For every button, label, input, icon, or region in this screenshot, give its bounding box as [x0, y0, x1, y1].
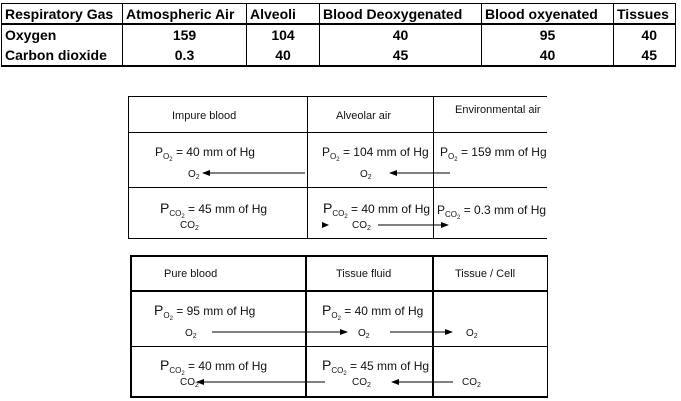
value-cell: 159	[122, 24, 247, 45]
o2-label: O2	[188, 169, 200, 181]
co2-label: CO2	[180, 220, 199, 232]
co2-arrow-tip	[322, 222, 329, 228]
alveolar-air-header: Alveolar air	[336, 110, 392, 122]
gas-name-cell: Oxygen	[1, 24, 123, 45]
value-cell: 40	[246, 45, 320, 67]
value-cell: 104	[246, 24, 320, 45]
co2-label: CO2	[352, 220, 371, 232]
impure-blood-header: Impure blood	[172, 110, 237, 122]
column-header: Blood Deoxygenated	[319, 3, 482, 25]
value-cell: 95	[481, 24, 614, 45]
pure-blood-po2: PO2 = 95 mm of Hg	[154, 302, 256, 322]
environmental-air-header: Environmental air	[455, 104, 541, 116]
co2-row-cell	[128, 187, 308, 239]
partial-pressure-table: Respiratory Gas Atmospheric Air Alveoli …	[1, 3, 676, 67]
alveolar-air-po2: PO2 = 104 mm of Hg	[322, 145, 429, 163]
tissue-cell-header: Tissue / Cell	[455, 268, 516, 280]
value-cell: 0.3	[122, 45, 247, 67]
alveolar-air-pco2: PCO2 = 40 mm of Hg	[323, 200, 431, 220]
co2-row-cell	[130, 346, 307, 398]
value-cell: 45	[613, 45, 676, 67]
impure-blood-pco2: PCO2 = 45 mm of Hg	[160, 200, 268, 220]
co2-row-cell	[305, 346, 434, 398]
column-header: Blood oxyenated	[481, 3, 614, 25]
co2-label: CO2	[180, 377, 199, 389]
header-cell	[432, 255, 548, 292]
table-row: Oxygen 159 104 40 95 40	[1, 24, 676, 45]
value-cell: 40	[481, 45, 614, 67]
environmental-air-po2: PO2 = 159 mm of Hg	[440, 145, 547, 163]
header-cell	[305, 255, 434, 292]
co2-label: CO2	[462, 377, 481, 389]
o2-label: O2	[360, 169, 372, 181]
o2-label: O2	[358, 328, 370, 340]
table-header-row: Respiratory Gas Atmospheric Air Alveoli …	[1, 3, 676, 25]
pure-blood-pco2: PCO2 = 40 mm of Hg	[160, 357, 268, 377]
co2-label: CO2	[352, 377, 371, 389]
header-cell	[307, 96, 434, 133]
column-header: Alveoli	[246, 3, 320, 25]
o2-row-cell	[433, 132, 547, 188]
column-header: Tissues	[613, 3, 676, 25]
o2-row-cell	[432, 290, 548, 347]
gas-name-cell: Carbon dioxide	[1, 45, 123, 67]
co2-row-cell	[307, 187, 434, 239]
o2-label: O2	[466, 328, 478, 340]
impure-blood-po2: PO2 = 40 mm of Hg	[155, 145, 255, 163]
o2-row-cell	[130, 290, 307, 347]
co2-row-cell	[433, 187, 547, 239]
header-cell	[433, 96, 547, 133]
header-cell	[130, 255, 307, 292]
o2-row-cell	[305, 290, 434, 347]
table-row: Carbon dioxide 0.3 40 45 40 45	[1, 45, 676, 67]
co2-row-cell	[432, 346, 548, 398]
environmental-air-pco2: PCO2 = 0.3 mm of Hg	[437, 203, 547, 221]
header-cell	[128, 96, 308, 133]
o2-row-cell	[307, 132, 434, 188]
o2-row-cell	[128, 132, 308, 188]
value-cell: 40	[613, 24, 676, 45]
pure-blood-header: Pure blood	[164, 268, 218, 280]
tissue-fluid-po2: PO2 = 40 mm of Hg	[322, 302, 424, 322]
value-cell: 45	[319, 45, 482, 67]
tissue-fluid-header: Tissue fluid	[336, 268, 392, 280]
value-cell: 40	[319, 24, 482, 45]
tissue-fluid-pco2: PCO2 = 45 mm of Hg	[322, 357, 430, 377]
o2-label: O2	[185, 328, 197, 340]
column-header: Respiratory Gas	[1, 3, 123, 25]
